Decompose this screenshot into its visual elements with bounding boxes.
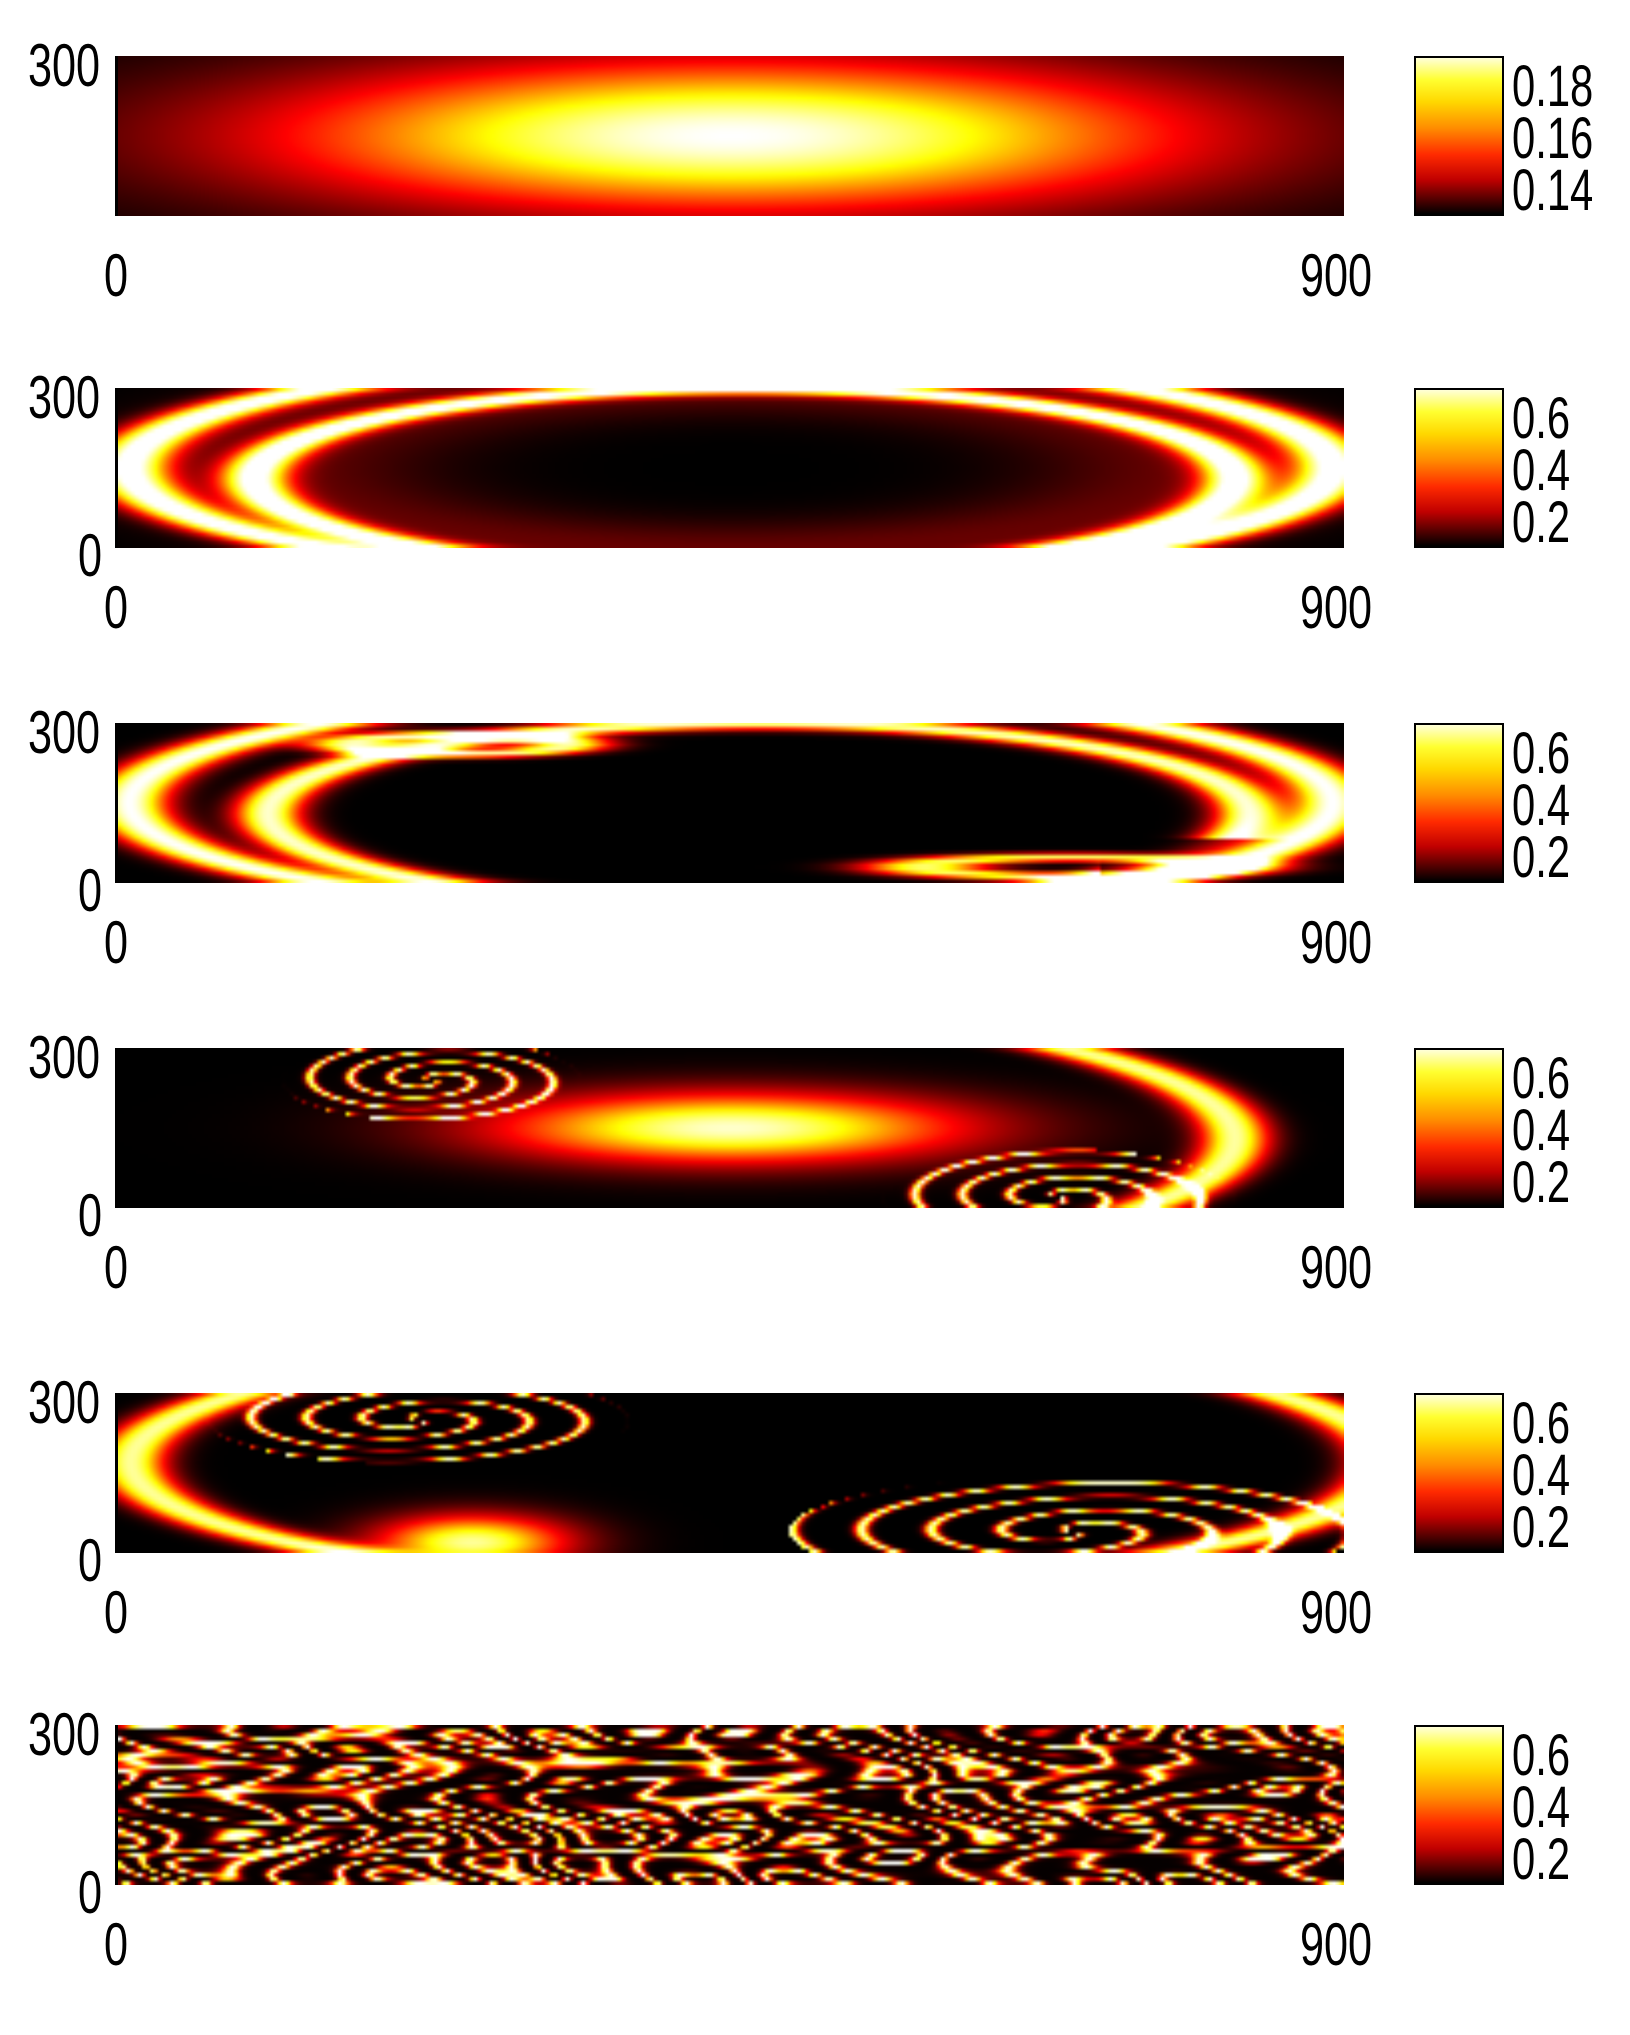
heatmap-image-4 (118, 1048, 1344, 1208)
colorbar-tick-label: 0.4 (1512, 1098, 1571, 1163)
colorbar-tick-label: 0.2 (1512, 1150, 1571, 1215)
colorbar-tick-label: 0.4 (1512, 438, 1571, 503)
x-tick-label: 0 (104, 574, 129, 641)
y-tick-label: 300 (28, 364, 101, 431)
x-tick-label: 900 (1300, 1234, 1373, 1301)
y-tick-label: 0 (78, 857, 103, 924)
y-tick-label: 300 (28, 699, 101, 766)
x-tick-label: 900 (1300, 909, 1373, 976)
x-tick-label: 0 (104, 909, 129, 976)
heatmap-image-3 (118, 723, 1344, 883)
colorbar-tick-label: 0.6 (1512, 721, 1571, 786)
colorbar-tick-label: 0.2 (1512, 1827, 1571, 1892)
colorbar-tick-label: 0.6 (1512, 386, 1571, 451)
y-tick-label: 0 (78, 1182, 103, 1249)
colorbar (1414, 723, 1504, 883)
heatmap-panel-4: 300 0 0 900 0.6 0.4 0.2 (0, 1028, 1630, 1358)
y-tick-label: 300 (28, 1369, 101, 1436)
heatmap-image-6 (118, 1725, 1344, 1885)
y-axis-line (115, 56, 118, 216)
x-tick-label: 900 (1300, 1579, 1373, 1646)
colorbar (1414, 56, 1504, 216)
y-tick-label: 0 (78, 1859, 103, 1926)
x-tick-label: 0 (104, 1579, 129, 1646)
x-tick-label: 0 (104, 242, 129, 309)
y-axis-line (115, 1725, 118, 1885)
y-axis-line (115, 1393, 118, 1553)
x-tick-label: 900 (1300, 1911, 1373, 1978)
colorbar (1414, 1725, 1504, 1885)
y-axis-line (115, 388, 118, 548)
heatmap-panel-3: 300 0 0 900 0.6 0.4 0.2 (0, 703, 1630, 1033)
x-tick-label: 900 (1300, 242, 1373, 309)
heatmap-panel-5: 300 0 0 900 0.6 0.4 0.2 (0, 1373, 1630, 1703)
colorbar (1414, 388, 1504, 548)
colorbar-tick-label: 0.6 (1512, 1046, 1571, 1111)
heatmap-image-2 (118, 388, 1344, 548)
x-tick-label: 0 (104, 1234, 129, 1301)
colorbar-tick-label: 0.14 (1512, 158, 1594, 223)
colorbar-tick-label: 0.2 (1512, 1495, 1571, 1560)
x-tick-label: 0 (104, 1911, 129, 1978)
y-tick-label: 300 (28, 1024, 101, 1091)
colorbar-tick-label: 0.6 (1512, 1391, 1571, 1456)
heatmap-image-5 (118, 1393, 1344, 1553)
colorbar-tick-label: 0.16 (1512, 106, 1594, 171)
x-tick-label: 900 (1300, 574, 1373, 641)
heatmap-panel-2: 300 0 0 900 0.6 0.4 0.2 (0, 368, 1630, 698)
heatmap-image-1 (118, 56, 1344, 216)
y-axis-line (115, 723, 118, 883)
colorbar-tick-label: 0.4 (1512, 773, 1571, 838)
colorbar-tick-label: 0.4 (1512, 1775, 1571, 1840)
colorbar (1414, 1393, 1504, 1553)
colorbar-tick-label: 0.18 (1512, 54, 1594, 119)
colorbar-tick-label: 0.4 (1512, 1443, 1571, 1508)
y-tick-label: 0 (78, 522, 103, 589)
colorbar (1414, 1048, 1504, 1208)
heatmap-panel-6: 300 0 0 900 0.6 0.4 0.2 (0, 1705, 1630, 2035)
y-tick-label: 300 (28, 32, 101, 99)
y-tick-label: 0 (78, 1527, 103, 1594)
colorbar-tick-label: 0.6 (1512, 1723, 1571, 1788)
y-axis-line (115, 1048, 118, 1208)
heatmap-panel-1: 300 0 900 0.18 0.16 0.14 (0, 36, 1630, 366)
y-tick-label: 300 (28, 1701, 101, 1768)
colorbar-tick-label: 0.2 (1512, 490, 1571, 555)
colorbar-tick-label: 0.2 (1512, 825, 1571, 890)
